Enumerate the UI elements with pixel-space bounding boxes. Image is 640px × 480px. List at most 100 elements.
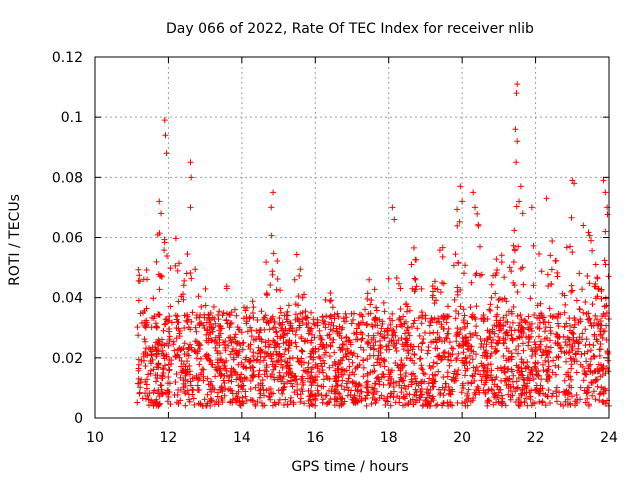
data-point xyxy=(217,357,224,364)
x-axis-label: GPS time / hours xyxy=(291,459,408,475)
data-point xyxy=(425,390,432,397)
data-point xyxy=(494,304,501,311)
data-point xyxy=(599,372,606,379)
data-point xyxy=(568,214,575,221)
data-point xyxy=(282,346,289,353)
data-point xyxy=(377,342,384,349)
data-point xyxy=(134,324,141,331)
data-point xyxy=(151,387,158,394)
data-point xyxy=(212,334,219,341)
data-point xyxy=(580,222,587,229)
data-point xyxy=(445,390,452,397)
data-point xyxy=(564,396,571,403)
data-point xyxy=(401,382,408,389)
data-point xyxy=(172,262,179,269)
data-point xyxy=(331,349,338,356)
data-point xyxy=(501,274,508,281)
data-point xyxy=(373,307,380,314)
data-point xyxy=(404,303,411,310)
data-point xyxy=(364,290,371,297)
data-point xyxy=(462,367,469,374)
data-point xyxy=(579,330,586,337)
data-point xyxy=(513,159,520,166)
data-point xyxy=(194,387,201,394)
data-point xyxy=(227,312,234,319)
data-point xyxy=(278,361,285,368)
data-point xyxy=(472,329,479,336)
data-point xyxy=(550,390,557,397)
data-point xyxy=(427,386,434,393)
data-point xyxy=(294,315,301,322)
data-point xyxy=(585,402,592,409)
data-point xyxy=(329,304,336,311)
data-point xyxy=(413,389,420,396)
data-point xyxy=(552,362,559,369)
data-point xyxy=(239,399,246,406)
data-point xyxy=(587,367,594,374)
data-point xyxy=(253,357,260,364)
data-point xyxy=(309,401,316,408)
data-point xyxy=(383,343,390,350)
data-point xyxy=(243,304,250,311)
data-point xyxy=(472,391,479,398)
data-point xyxy=(188,275,195,282)
data-point xyxy=(243,375,250,382)
data-point xyxy=(430,359,437,366)
data-point xyxy=(469,356,476,363)
data-point xyxy=(536,319,543,326)
data-point xyxy=(147,358,154,365)
data-point xyxy=(308,339,315,346)
data-point xyxy=(202,285,209,292)
data-point xyxy=(354,399,361,406)
data-point xyxy=(271,338,278,345)
data-point xyxy=(217,365,224,372)
data-point xyxy=(268,232,275,239)
data-point xyxy=(455,260,462,267)
data-point xyxy=(562,301,569,308)
data-point xyxy=(350,310,357,317)
data-point xyxy=(330,322,337,329)
data-point xyxy=(248,333,255,340)
data-point xyxy=(536,250,543,257)
data-point xyxy=(389,331,396,338)
data-point xyxy=(523,395,530,402)
data-point xyxy=(379,371,386,378)
data-point xyxy=(515,342,522,349)
data-point xyxy=(495,398,502,405)
data-point xyxy=(427,318,434,325)
data-point xyxy=(381,358,388,365)
data-point xyxy=(312,321,319,328)
data-point xyxy=(437,356,444,363)
data-point xyxy=(480,367,487,374)
data-point xyxy=(538,376,545,383)
data-point xyxy=(155,386,162,393)
data-point xyxy=(302,308,309,315)
data-point xyxy=(351,330,358,337)
data-point xyxy=(353,325,360,332)
data-point xyxy=(547,324,554,331)
data-point xyxy=(318,336,325,343)
data-point xyxy=(220,377,227,384)
data-point xyxy=(523,334,530,341)
data-point xyxy=(537,300,544,307)
data-point xyxy=(253,327,260,334)
data-point xyxy=(453,338,460,345)
data-point xyxy=(451,370,458,377)
data-point xyxy=(184,318,191,325)
data-point xyxy=(400,313,407,320)
data-point xyxy=(443,335,450,342)
data-point xyxy=(484,353,491,360)
data-point xyxy=(407,355,414,362)
data-point xyxy=(195,293,202,300)
data-point xyxy=(308,309,315,316)
data-point xyxy=(181,277,188,284)
data-point xyxy=(567,322,574,329)
data-point xyxy=(397,305,404,312)
data-point xyxy=(417,388,424,395)
data-point xyxy=(259,377,266,384)
data-point xyxy=(178,363,185,370)
data-point xyxy=(252,402,259,409)
data-point xyxy=(390,394,397,401)
data-point xyxy=(457,303,464,310)
data-point xyxy=(344,345,351,352)
